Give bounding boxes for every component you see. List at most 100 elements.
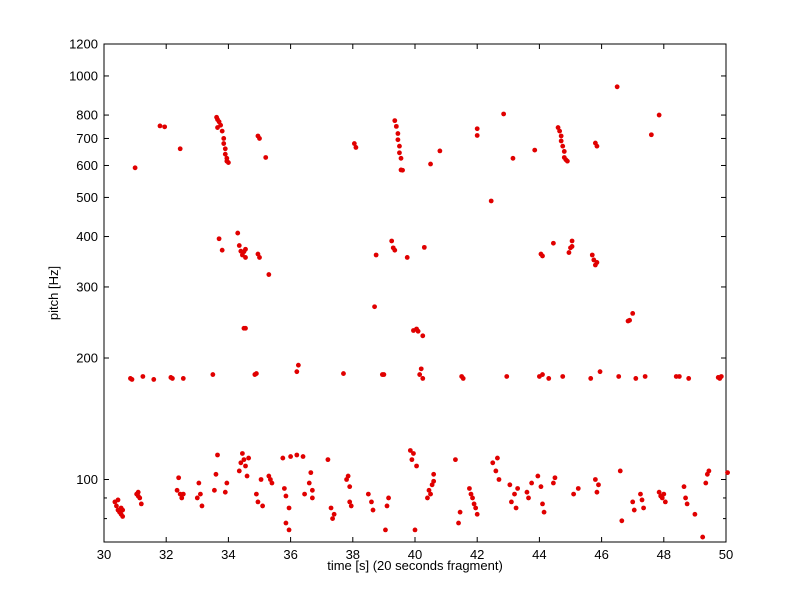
data-point [129,377,135,382]
data-point [474,511,480,517]
data-point [706,468,712,474]
data-point [176,475,182,481]
data-point [115,497,121,503]
y-tick-label: 1200 [69,37,98,52]
data-point [283,493,289,499]
data-point [258,477,264,482]
data-point [496,477,502,482]
data-point [558,138,564,144]
data-point [546,376,552,381]
data-point [616,374,622,379]
data-point [560,143,566,149]
data-point [370,507,376,513]
data-point [540,253,545,259]
data-point [137,495,143,501]
data-point [692,511,698,517]
data-point [557,128,563,134]
data-point [236,468,242,474]
data-point [431,478,437,484]
data-point [236,243,242,248]
data-point [395,137,401,143]
data-point [210,372,216,377]
data-point [532,147,538,153]
data-point [255,499,261,505]
data-point [420,376,426,381]
data-point [504,374,510,379]
data-point [404,255,410,260]
data-point [331,511,337,517]
data-point [365,491,371,497]
y-tick-label: 800 [76,108,98,123]
data-point [140,374,146,379]
data-point [174,487,180,493]
data-point [286,505,292,511]
data-point [493,468,499,474]
data-point [510,155,516,161]
data-point [219,247,225,253]
data-point [550,240,556,246]
data-point [138,501,144,507]
data-point [386,495,391,501]
data-point [686,376,692,381]
data-point [594,489,600,495]
data-point [257,136,262,141]
data-point [594,260,600,265]
data-point [295,362,301,368]
x-tick-label: 46 [594,547,608,562]
data-point [460,376,466,381]
data-point [308,470,314,476]
data-point [114,503,119,509]
data-point [157,123,163,129]
data-point [474,126,480,132]
data-point [681,484,687,490]
data-point [409,457,415,463]
data-point [614,84,620,90]
x-tick-label: 32 [159,547,173,562]
data-point [490,460,496,466]
data-point [683,495,688,501]
data-point [162,124,168,130]
y-tick-label: 200 [76,351,98,366]
data-point [222,146,228,152]
data-point [219,128,225,134]
data-point [120,507,126,513]
data-point [571,491,577,497]
data-point [328,505,334,511]
data-point [411,451,416,456]
data-point [474,133,480,138]
data-point [180,491,186,497]
data-point [552,475,558,481]
data-point [243,325,248,331]
data-point [560,374,566,379]
data-point [453,457,458,463]
data-point [407,448,413,453]
data-point [266,272,272,277]
data-point [215,452,220,458]
data-point [239,451,245,456]
data-point [412,527,418,533]
data-point [325,457,331,463]
data-point [648,132,654,138]
data-point [222,489,228,495]
data-point [280,455,286,461]
data-point [642,374,648,379]
data-point [224,480,230,486]
data-point [384,503,390,509]
data-point [631,507,637,513]
x-tick-label: 48 [657,547,671,562]
data-point [241,457,247,463]
data-point [198,491,203,497]
data-point [524,489,530,495]
data-point [353,145,359,150]
data-point [656,489,662,495]
data-point [347,484,353,490]
data-point [345,473,351,479]
y-tick-label: 500 [76,190,98,205]
data-point [421,244,427,250]
data-point [619,518,625,524]
y-tick-label: 600 [76,158,98,173]
data-point [541,509,547,515]
data-point [561,149,567,154]
x-tick-label: 38 [346,547,360,562]
data-point [415,328,421,334]
